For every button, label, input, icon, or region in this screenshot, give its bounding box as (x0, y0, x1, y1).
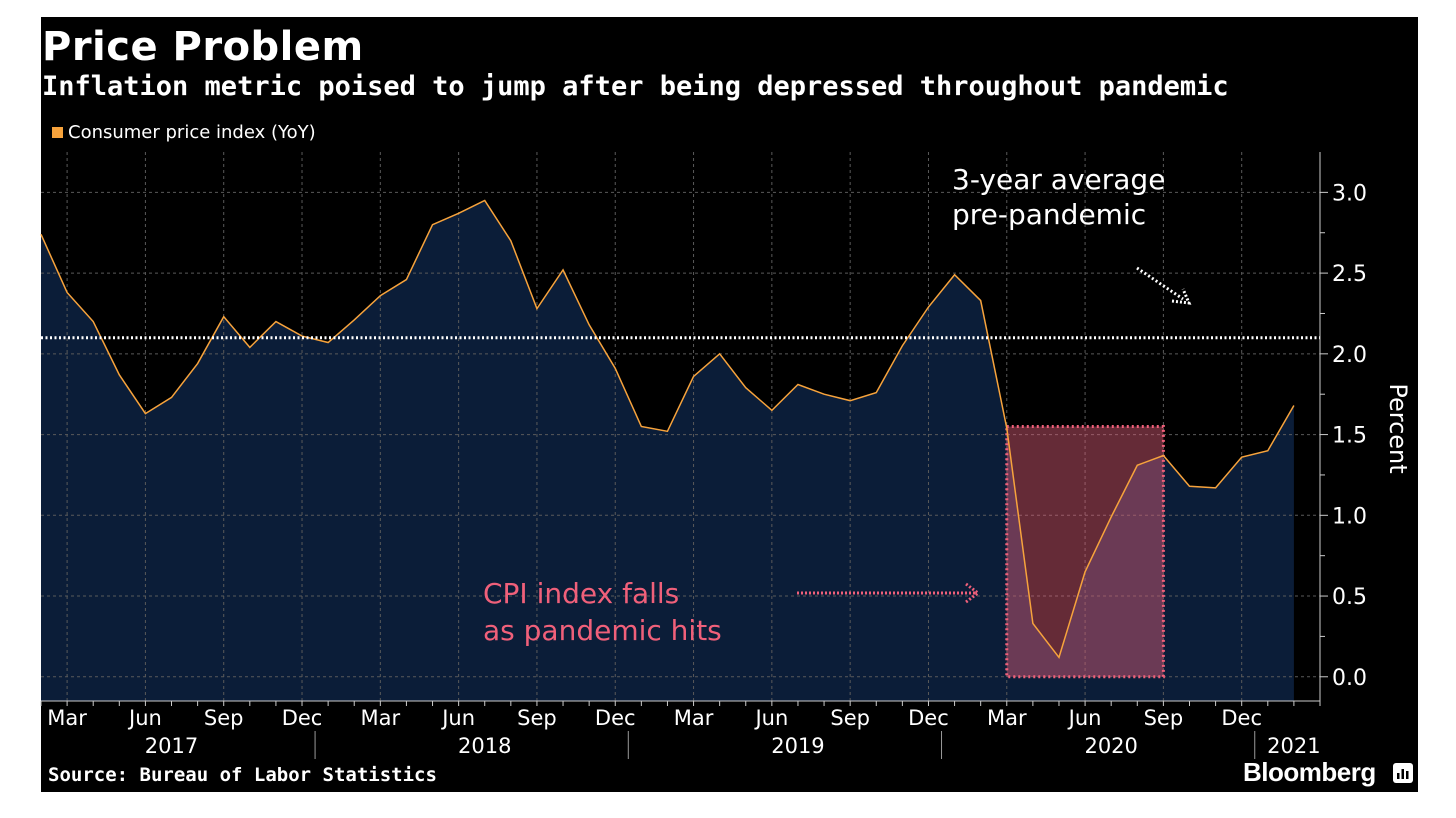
average-annotation-line1: 3-year average (952, 163, 1165, 196)
y-tick-label: 2.0 (1332, 343, 1367, 368)
y-axis-label: Percent (1384, 383, 1412, 473)
average-annotation-line2: pre-pandemic (952, 198, 1146, 231)
average-arrow-shaft (1136, 266, 1184, 301)
year-label: 2020 (1084, 734, 1137, 758)
year-label: 2021 (1267, 734, 1320, 758)
y-tick-label: 3.0 (1332, 181, 1367, 206)
fall-arrow-head (965, 582, 981, 604)
year-label: 2018 (458, 734, 511, 758)
x-tick-label: Jun (753, 706, 788, 730)
year-label: 2019 (771, 734, 824, 758)
x-tick-label: Mar (361, 706, 401, 730)
bloomberg-chart-icon (1393, 763, 1413, 783)
x-tick-label: Jun (1067, 706, 1102, 730)
x-tick-label: Dec (908, 706, 949, 730)
x-tick-label: Sep (1144, 706, 1184, 730)
cpi-area (41, 200, 1294, 702)
x-tick-label: Dec (282, 706, 323, 730)
average-arrow-head (1171, 288, 1192, 305)
fall-annotation-line2: as pandemic hits (483, 614, 722, 647)
source-note: Source: Bureau of Labor Statistics (48, 764, 437, 786)
year-label: 2017 (145, 734, 198, 758)
chart-subtitle: Inflation metric poised to jump after be… (42, 71, 1229, 102)
x-tick-label: Sep (517, 706, 557, 730)
x-tick-label: Dec (595, 706, 636, 730)
x-tick-label: Sep (830, 706, 870, 730)
x-tick-label: Jun (440, 706, 475, 730)
x-tick-label: Jun (127, 706, 162, 730)
y-tick-label: 0.0 (1332, 666, 1367, 691)
legend-label: Consumer price index (YoY) (68, 122, 316, 143)
x-tick-label: Mar (47, 706, 87, 730)
y-tick-label: 1.5 (1332, 424, 1367, 449)
x-tick-label: Sep (204, 706, 244, 730)
y-tick-label: 2.5 (1332, 262, 1367, 287)
legend: Consumer price index (YoY) (52, 122, 316, 143)
y-tick-label: 1.0 (1332, 504, 1367, 529)
x-tick-label: Mar (674, 706, 714, 730)
fall-annotation-line1: CPI index falls (483, 577, 679, 610)
y-tick-label: 0.5 (1332, 585, 1367, 610)
x-tick-label: Dec (1221, 706, 1262, 730)
pandemic-highlight-box (1005, 425, 1165, 679)
x-tick-label: Mar (987, 706, 1027, 730)
chart-title: Price Problem (42, 24, 364, 70)
legend-swatch (52, 127, 63, 138)
cpi-line (40, 199, 1295, 660)
brand-logo: Bloomberg (1243, 757, 1376, 787)
